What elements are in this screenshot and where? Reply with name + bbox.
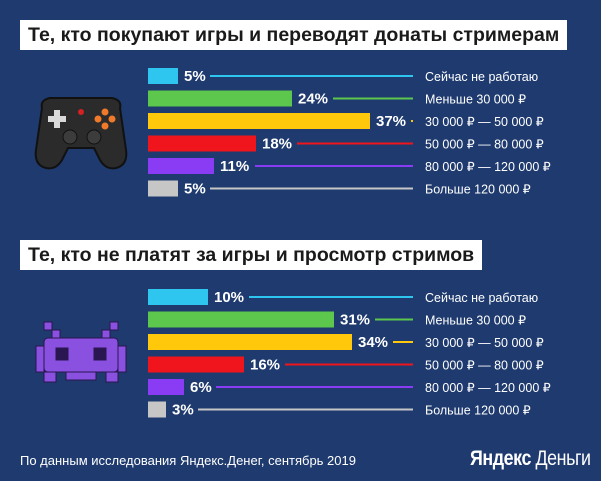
- bar-3: [148, 113, 370, 129]
- gamepad-icon: [34, 97, 128, 170]
- value-label: 16%: [250, 357, 280, 374]
- category-label: 30 000 ₽ — 50 000 ₽: [425, 115, 544, 129]
- value-label: 18%: [262, 136, 292, 153]
- category-label: 80 000 ₽ — 120 000 ₽: [425, 160, 551, 174]
- category-label: 80 000 ₽ — 120 000 ₽: [425, 381, 551, 395]
- value-label: 31%: [340, 312, 370, 329]
- bar-6: [148, 180, 178, 197]
- value-label: 5%: [184, 68, 206, 85]
- value-label: 10%: [214, 289, 244, 306]
- value-label: 34%: [358, 334, 388, 351]
- brand-logo: Яндекс Деньги: [470, 447, 591, 471]
- brand-part-dengi: Деньги: [535, 447, 591, 470]
- value-label: 37%: [376, 113, 406, 130]
- source-note: По данным исследования Яндекс.Денег, сен…: [20, 453, 356, 468]
- bar-chart-1: 5% Сейчас не работаю 24% Меньше 30 000 ₽ 37%…: [148, 68, 551, 198]
- category-label: Сейчас не работаю: [425, 291, 538, 305]
- category-label: 30 000 ₽ — 50 000 ₽: [425, 336, 544, 350]
- category-label: 50 000 ₽ — 80 000 ₽: [425, 359, 544, 373]
- brand-part-yandex: Яндекс: [470, 447, 531, 470]
- bar-2: [148, 90, 292, 107]
- pixel-alien-icon: [35, 321, 127, 383]
- value-label: 11%: [220, 158, 249, 175]
- bar-6: [148, 401, 166, 418]
- value-label: 24%: [298, 91, 328, 108]
- value-label: 5%: [184, 181, 206, 198]
- bar-3: [148, 334, 352, 350]
- category-label: 50 000 ₽ — 80 000 ₽: [425, 138, 544, 152]
- bar-1: [148, 68, 178, 84]
- bar-4: [148, 356, 244, 373]
- chart-title-non-payers: Те, кто не платят за игры и просмотр стр…: [20, 240, 483, 270]
- bar-1: [148, 289, 208, 305]
- category-label: Больше 120 000 ₽: [425, 404, 531, 418]
- category-label: Сейчас не работаю: [425, 70, 538, 84]
- chart-title-buyers: Те, кто покупают игры и переводят донаты…: [20, 20, 568, 50]
- bar-2: [148, 311, 334, 328]
- value-label: 3%: [172, 402, 194, 419]
- bar-5: [148, 158, 214, 174]
- bar-4: [148, 135, 256, 152]
- category-label: Меньше 30 000 ₽: [425, 93, 526, 107]
- bar-5: [148, 379, 184, 395]
- category-label: Больше 120 000 ₽: [425, 183, 531, 197]
- value-label: 6%: [190, 379, 212, 396]
- bar-chart-2: 10% Сейчас не работаю 31% Меньше 30 000 ₽ 34…: [148, 289, 551, 419]
- category-label: Меньше 30 000 ₽: [425, 314, 526, 328]
